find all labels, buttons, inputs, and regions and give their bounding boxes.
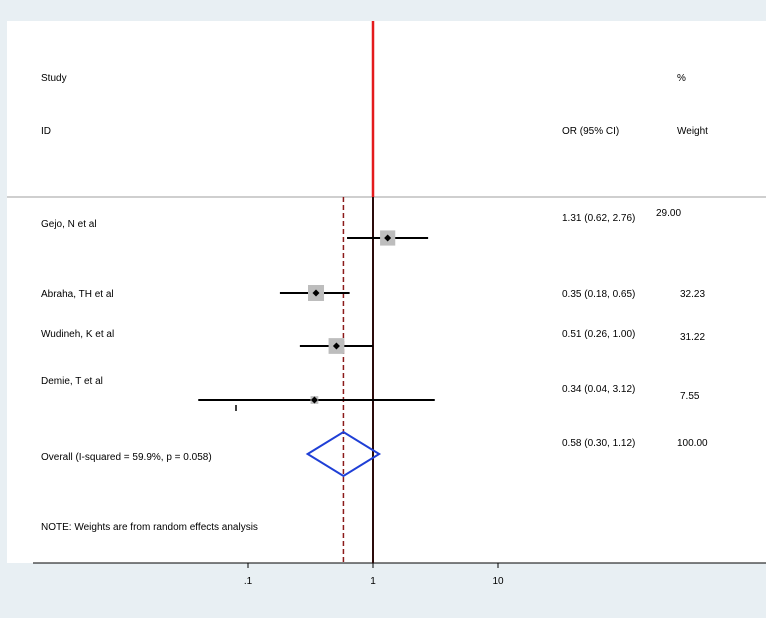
study-weight: 7.55 (680, 391, 700, 402)
study-header: Study (41, 73, 67, 84)
weight-percent-header: % (677, 73, 686, 84)
study-or-ci: 0.51 (0.26, 1.00) (562, 329, 635, 340)
study-or-ci: 0.34 (0.04, 3.12) (562, 384, 635, 395)
x-tick-label: 1 (370, 576, 376, 587)
study-label: Demie, T et al (41, 376, 103, 387)
overall-label: Overall (I-squared = 59.9%, p = 0.058) (41, 452, 212, 463)
overall-diamond (305, 430, 382, 478)
overall-or-ci: 0.58 (0.30, 1.12) (562, 438, 635, 449)
id-header: ID (41, 126, 51, 137)
x-tick-label: .1 (244, 576, 253, 587)
study-weight: 32.23 (680, 289, 705, 300)
or-ci-header: OR (95% CI) (562, 126, 619, 137)
study-or-ci: 1.31 (0.62, 2.76) (562, 213, 635, 224)
study-label: Gejo, N et al (41, 219, 97, 230)
study-or-ci: 0.35 (0.18, 0.65) (562, 289, 635, 300)
study-point (312, 289, 320, 297)
study-weight: 31.22 (680, 332, 705, 343)
study-point (384, 234, 392, 242)
weights-note: NOTE: Weights are from random effects an… (41, 522, 258, 533)
plot-panel (7, 21, 766, 563)
plot-marks: .1 1 10 Gejo, N et al 1.31 (0.62, 2.76) 29.00… (41, 21, 708, 587)
overall-weight: 100.00 (677, 438, 708, 449)
study-label: Wudineh, K et al (41, 329, 114, 340)
study-point (332, 342, 340, 350)
weight-header: Weight (677, 126, 708, 137)
study-label: Abraha, TH et al (41, 289, 114, 300)
x-tick-label: 10 (492, 576, 504, 587)
study-point (310, 396, 318, 404)
study-weight: 29.00 (656, 208, 681, 219)
